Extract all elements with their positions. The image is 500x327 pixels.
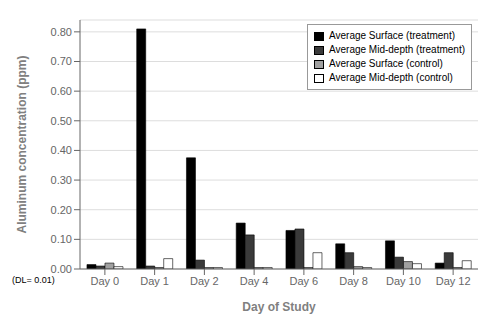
svg-text:0.70: 0.70 [51,55,72,67]
html-text:Average Mid-depth (control): Average Mid-depth (control) [329,72,453,83]
svg-text:0.10: 0.10 [51,233,72,245]
svg-text:Day 2: Day 2 [190,275,219,287]
svg-text:Day of Study: Day of Study [242,300,316,314]
html-text:Average Surface (control): Average Surface (control) [329,58,443,69]
svg-text:0.30: 0.30 [51,174,72,186]
svg-text:Day 1: Day 1 [140,275,169,287]
html-text:Average Mid-depth (treatment): Average Mid-depth (treatment) [329,44,465,55]
svg-text:0.50: 0.50 [51,115,72,127]
svg-text:Day 0: Day 0 [91,275,120,287]
svg-text:Day 10: Day 10 [386,275,421,287]
svg-text:0.00: 0.00 [51,263,72,275]
svg-text:Day 12: Day 12 [436,275,471,287]
html-text:Average Surface (treatment): Average Surface (treatment) [329,30,455,41]
svg-text:Day 8: Day 8 [339,275,368,287]
svg-text:Day 6: Day 6 [290,275,319,287]
svg-text:0.40: 0.40 [51,144,72,156]
html-text:(DL= 0.01): (DL= 0.01) [12,275,55,285]
svg-text:0.20: 0.20 [51,204,72,216]
svg-text:Day 4: Day 4 [240,275,269,287]
svg-text:0.80: 0.80 [51,26,72,38]
svg-text:Aluminum concentration (ppm): Aluminum concentration (ppm) [15,56,29,234]
svg-text:0.60: 0.60 [51,85,72,97]
